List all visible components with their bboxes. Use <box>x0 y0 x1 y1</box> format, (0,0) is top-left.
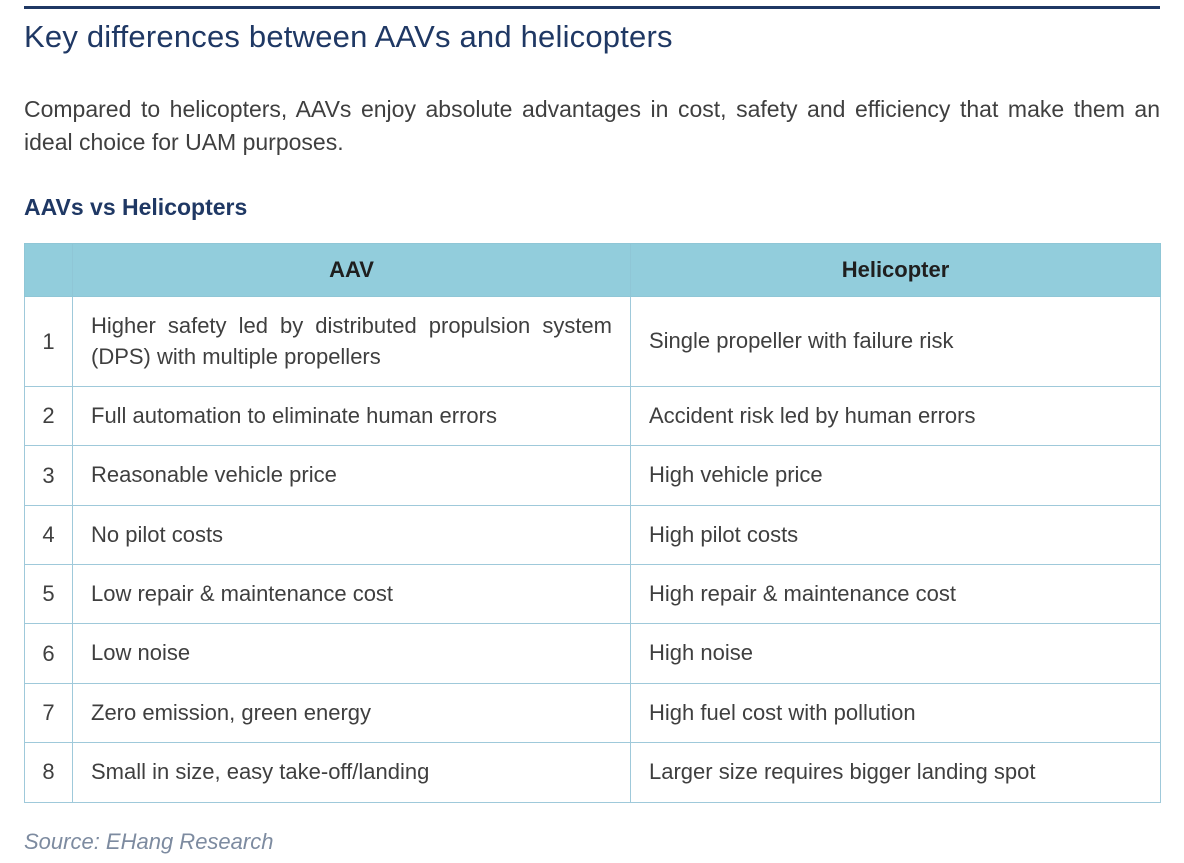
table-header-row: AAV Helicopter <box>24 243 1161 298</box>
table-body: 1 Higher safety led by distributed propu… <box>24 296 1161 803</box>
table-row: 1 Higher safety led by distributed propu… <box>24 296 1161 388</box>
row-number: 4 <box>24 504 73 566</box>
aav-cell: Reasonable vehicle price <box>72 445 631 506</box>
table-row: 5 Low repair & maintenance cost High rep… <box>24 564 1161 625</box>
helicopter-cell: High noise <box>630 623 1161 684</box>
helicopter-cell: Single propeller with failure risk <box>630 296 1161 388</box>
helicopter-cell: Accident risk led by human errors <box>630 386 1161 447</box>
row-number: 2 <box>24 386 73 447</box>
helicopter-cell: High fuel cost with pollution <box>630 682 1161 744</box>
table-row: 6 Low noise High noise <box>24 623 1161 684</box>
header-cell-aav: AAV <box>72 243 631 298</box>
row-number: 5 <box>24 564 73 625</box>
helicopter-cell: Larger size requires bigger landing spot <box>630 742 1161 803</box>
row-number: 1 <box>24 296 73 388</box>
helicopter-cell: High repair & maintenance cost <box>630 564 1161 625</box>
header-cell-number <box>24 243 73 298</box>
row-number: 3 <box>24 445 73 506</box>
top-rule <box>24 6 1160 9</box>
aav-cell: No pilot costs <box>72 504 631 566</box>
aav-cell: Small in size, easy take-off/landing <box>72 742 631 803</box>
header-cell-helicopter: Helicopter <box>630 243 1161 298</box>
row-number: 6 <box>24 623 73 684</box>
source-note: Source: EHang Research <box>24 828 274 854</box>
row-number: 7 <box>24 682 73 744</box>
aav-cell: Low noise <box>72 623 631 684</box>
table-heading: AAVs vs Helicopters <box>24 194 248 221</box>
aav-cell: Higher safety led by distributed propuls… <box>72 296 631 388</box>
table-header: AAV Helicopter <box>24 243 1161 298</box>
table-row: 7 Zero emission, green energy High fuel … <box>24 682 1161 744</box>
aav-cell: Low repair & maintenance cost <box>72 564 631 625</box>
page-title: Key differences between AAVs and helicop… <box>24 19 673 54</box>
table-row: 2 Full automation to eliminate human err… <box>24 386 1161 447</box>
helicopter-cell: High pilot costs <box>630 504 1161 566</box>
table-row: 4 No pilot costs High pilot costs <box>24 504 1161 566</box>
aav-cell: Full automation to eliminate human error… <box>72 386 631 447</box>
table-row: 8 Small in size, easy take-off/landing L… <box>24 742 1161 803</box>
intro-paragraph: Compared to helicopters, AAVs enjoy abso… <box>24 96 1160 155</box>
row-number: 8 <box>24 742 73 803</box>
comparison-table: AAV Helicopter 1 Higher safety led by di… <box>24 243 1161 803</box>
helicopter-cell: High vehicle price <box>630 445 1161 506</box>
table-row: 3 Reasonable vehicle price High vehicle … <box>24 445 1161 506</box>
aav-cell: Zero emission, green energy <box>72 682 631 744</box>
